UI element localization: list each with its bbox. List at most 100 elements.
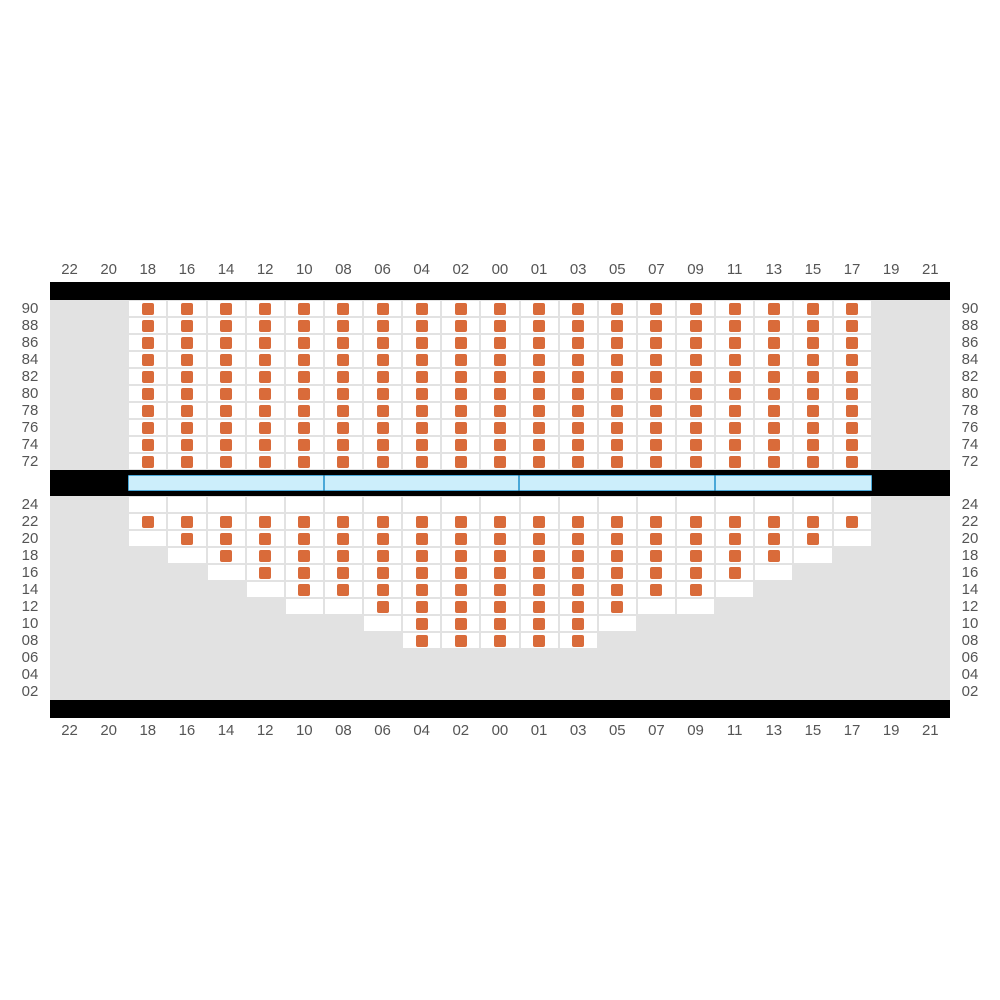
seat-cell[interactable]	[637, 530, 676, 547]
seat-cell[interactable]	[676, 547, 715, 564]
seat-cell[interactable]	[480, 453, 519, 470]
seat-cell[interactable]	[402, 513, 441, 530]
seat-cell[interactable]	[128, 513, 167, 530]
seat-cell[interactable]	[715, 334, 754, 351]
seat-cell[interactable]	[715, 368, 754, 385]
seat-cell[interactable]	[520, 453, 559, 470]
seat-cell[interactable]	[520, 581, 559, 598]
seat-cell[interactable]	[246, 317, 285, 334]
seat-cell[interactable]	[559, 317, 598, 334]
seat-cell[interactable]	[480, 385, 519, 402]
seat-cell[interactable]	[167, 402, 206, 419]
seat-cell[interactable]	[167, 300, 206, 317]
seat-cell[interactable]	[441, 402, 480, 419]
seat-cell[interactable]	[676, 564, 715, 581]
seat-cell[interactable]	[441, 615, 480, 632]
seat-cell[interactable]	[637, 385, 676, 402]
seat-cell[interactable]	[441, 581, 480, 598]
seat-cell[interactable]	[833, 513, 872, 530]
seat-cell[interactable]	[207, 513, 246, 530]
seat-cell[interactable]	[520, 598, 559, 615]
seat-cell[interactable]	[480, 513, 519, 530]
seat-cell[interactable]	[363, 547, 402, 564]
seat-cell[interactable]	[285, 530, 324, 547]
seat-cell[interactable]	[363, 453, 402, 470]
seat-cell[interactable]	[676, 300, 715, 317]
seat-cell[interactable]	[793, 530, 832, 547]
seat-cell[interactable]	[793, 334, 832, 351]
seat-cell[interactable]	[207, 453, 246, 470]
seat-cell[interactable]	[676, 436, 715, 453]
seat-cell[interactable]	[637, 300, 676, 317]
seat-cell[interactable]	[480, 351, 519, 368]
seat-cell[interactable]	[402, 598, 441, 615]
seat-cell[interactable]	[363, 564, 402, 581]
seat-cell[interactable]	[480, 436, 519, 453]
seat-cell[interactable]	[285, 564, 324, 581]
seat-cell[interactable]	[363, 598, 402, 615]
seat-cell[interactable]	[480, 598, 519, 615]
seat-cell[interactable]	[637, 368, 676, 385]
seat-cell[interactable]	[441, 564, 480, 581]
seat-cell[interactable]	[833, 300, 872, 317]
seat-cell[interactable]	[676, 385, 715, 402]
seat-cell[interactable]	[637, 547, 676, 564]
seat-cell[interactable]	[441, 368, 480, 385]
seat-cell[interactable]	[246, 334, 285, 351]
seat-cell[interactable]	[441, 436, 480, 453]
seat-cell[interactable]	[637, 402, 676, 419]
seat-cell[interactable]	[285, 385, 324, 402]
seat-cell[interactable]	[167, 385, 206, 402]
seat-cell[interactable]	[598, 419, 637, 436]
seat-cell[interactable]	[637, 564, 676, 581]
seat-cell[interactable]	[833, 402, 872, 419]
seat-cell[interactable]	[598, 351, 637, 368]
seat-cell[interactable]	[480, 581, 519, 598]
seat-cell[interactable]	[559, 436, 598, 453]
seat-cell[interactable]	[754, 513, 793, 530]
seat-cell[interactable]	[520, 564, 559, 581]
seat-cell[interactable]	[128, 453, 167, 470]
seat-cell[interactable]	[363, 385, 402, 402]
seat-cell[interactable]	[128, 402, 167, 419]
seat-cell[interactable]	[833, 351, 872, 368]
seat-cell[interactable]	[402, 436, 441, 453]
seat-cell[interactable]	[559, 385, 598, 402]
seat-cell[interactable]	[128, 368, 167, 385]
seat-cell[interactable]	[324, 300, 363, 317]
seat-cell[interactable]	[402, 385, 441, 402]
seat-cell[interactable]	[285, 351, 324, 368]
seat-cell[interactable]	[324, 351, 363, 368]
seat-cell[interactable]	[207, 402, 246, 419]
seat-cell[interactable]	[559, 368, 598, 385]
seat-cell[interactable]	[676, 419, 715, 436]
seat-cell[interactable]	[441, 598, 480, 615]
seat-cell[interactable]	[520, 615, 559, 632]
seat-cell[interactable]	[402, 632, 441, 649]
seat-cell[interactable]	[598, 453, 637, 470]
seat-cell[interactable]	[441, 632, 480, 649]
seat-cell[interactable]	[285, 334, 324, 351]
seat-cell[interactable]	[559, 300, 598, 317]
seat-cell[interactable]	[480, 334, 519, 351]
seat-cell[interactable]	[676, 368, 715, 385]
seat-cell[interactable]	[246, 402, 285, 419]
seat-cell[interactable]	[128, 351, 167, 368]
seat-cell[interactable]	[285, 402, 324, 419]
seat-cell[interactable]	[324, 334, 363, 351]
seat-cell[interactable]	[285, 419, 324, 436]
seat-cell[interactable]	[754, 351, 793, 368]
seat-cell[interactable]	[715, 513, 754, 530]
seat-cell[interactable]	[363, 317, 402, 334]
seat-cell[interactable]	[246, 419, 285, 436]
seat-cell[interactable]	[324, 513, 363, 530]
seat-cell[interactable]	[480, 564, 519, 581]
seat-cell[interactable]	[402, 317, 441, 334]
seat-cell[interactable]	[402, 419, 441, 436]
seat-cell[interactable]	[715, 385, 754, 402]
seat-cell[interactable]	[402, 615, 441, 632]
seat-cell[interactable]	[246, 385, 285, 402]
seat-cell[interactable]	[520, 530, 559, 547]
seat-cell[interactable]	[793, 419, 832, 436]
seat-cell[interactable]	[324, 436, 363, 453]
